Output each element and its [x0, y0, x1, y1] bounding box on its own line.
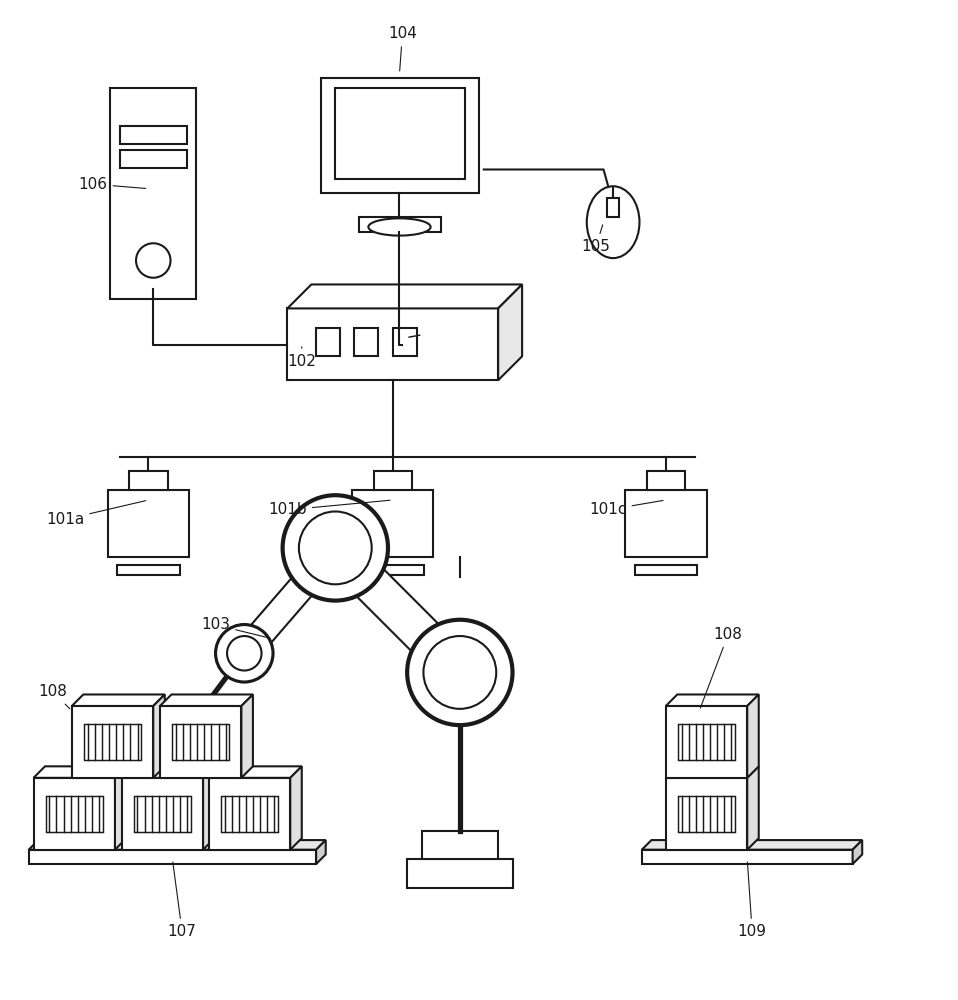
Polygon shape — [153, 694, 165, 778]
FancyBboxPatch shape — [642, 850, 853, 864]
FancyBboxPatch shape — [393, 328, 417, 356]
FancyBboxPatch shape — [29, 850, 316, 864]
FancyBboxPatch shape — [321, 78, 479, 193]
Polygon shape — [642, 840, 862, 850]
Text: 101b: 101b — [268, 500, 390, 517]
Polygon shape — [316, 840, 326, 864]
Polygon shape — [666, 694, 759, 706]
Polygon shape — [234, 539, 346, 662]
Polygon shape — [853, 840, 862, 864]
FancyBboxPatch shape — [110, 88, 196, 299]
FancyBboxPatch shape — [120, 126, 187, 144]
FancyBboxPatch shape — [352, 490, 433, 557]
FancyBboxPatch shape — [120, 150, 187, 168]
Polygon shape — [29, 840, 326, 850]
FancyBboxPatch shape — [666, 706, 747, 778]
Text: 103: 103 — [201, 617, 270, 638]
Polygon shape — [241, 694, 253, 778]
FancyBboxPatch shape — [678, 796, 735, 832]
FancyBboxPatch shape — [361, 565, 423, 575]
Polygon shape — [322, 534, 473, 686]
FancyBboxPatch shape — [607, 198, 619, 217]
Text: 101a: 101a — [46, 501, 146, 527]
FancyBboxPatch shape — [422, 831, 498, 859]
FancyBboxPatch shape — [172, 724, 229, 760]
Text: 108: 108 — [700, 627, 742, 708]
FancyBboxPatch shape — [678, 724, 735, 760]
FancyBboxPatch shape — [46, 796, 103, 832]
FancyBboxPatch shape — [666, 778, 747, 850]
Text: 105: 105 — [582, 225, 610, 254]
FancyBboxPatch shape — [107, 490, 189, 557]
FancyBboxPatch shape — [354, 328, 378, 356]
Text: 104: 104 — [388, 26, 417, 71]
Text: 108: 108 — [38, 684, 70, 709]
Polygon shape — [34, 766, 126, 778]
FancyBboxPatch shape — [84, 724, 141, 760]
Polygon shape — [747, 694, 759, 778]
FancyBboxPatch shape — [647, 471, 685, 490]
Polygon shape — [290, 766, 302, 850]
Text: 106: 106 — [79, 177, 146, 192]
Ellipse shape — [586, 186, 640, 258]
Polygon shape — [72, 694, 165, 706]
Text: 101c: 101c — [589, 500, 663, 517]
FancyBboxPatch shape — [134, 796, 191, 832]
FancyBboxPatch shape — [122, 778, 203, 850]
FancyBboxPatch shape — [407, 859, 513, 888]
FancyBboxPatch shape — [118, 565, 179, 575]
FancyBboxPatch shape — [72, 706, 153, 778]
FancyBboxPatch shape — [634, 565, 696, 575]
Circle shape — [407, 620, 513, 725]
Text: 109: 109 — [738, 862, 766, 939]
Polygon shape — [122, 766, 215, 778]
FancyBboxPatch shape — [359, 217, 441, 232]
FancyBboxPatch shape — [287, 308, 498, 380]
Text: 102: 102 — [287, 347, 316, 369]
Circle shape — [283, 495, 388, 601]
Ellipse shape — [368, 218, 430, 236]
FancyBboxPatch shape — [129, 471, 168, 490]
FancyBboxPatch shape — [625, 490, 706, 557]
Circle shape — [423, 636, 496, 709]
Polygon shape — [287, 284, 522, 308]
Polygon shape — [747, 766, 759, 850]
Polygon shape — [115, 766, 126, 850]
Circle shape — [136, 243, 171, 278]
Text: 107: 107 — [168, 862, 196, 939]
FancyBboxPatch shape — [209, 778, 290, 850]
Circle shape — [227, 636, 262, 671]
FancyBboxPatch shape — [335, 88, 465, 179]
Polygon shape — [160, 694, 253, 706]
Circle shape — [216, 625, 273, 682]
FancyBboxPatch shape — [374, 471, 412, 490]
Polygon shape — [498, 284, 522, 380]
FancyBboxPatch shape — [34, 778, 115, 850]
FancyBboxPatch shape — [316, 328, 340, 356]
FancyBboxPatch shape — [221, 796, 278, 832]
Polygon shape — [209, 766, 302, 778]
Circle shape — [299, 511, 372, 584]
FancyBboxPatch shape — [160, 706, 241, 778]
Polygon shape — [666, 766, 759, 778]
Polygon shape — [203, 766, 215, 850]
